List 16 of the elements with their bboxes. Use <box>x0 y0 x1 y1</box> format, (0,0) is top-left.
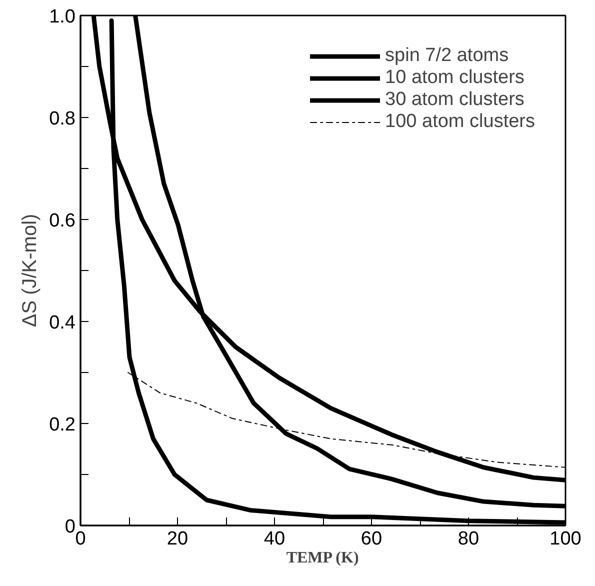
y-axis-title: ΔS (J/K-mol) <box>19 214 42 328</box>
legend-label: spin 7/2 atoms <box>385 45 509 67</box>
y-tick-label: 0.4 <box>49 312 76 334</box>
legend-label: 100 atom clusters <box>385 111 535 133</box>
x-tick-label: 80 <box>458 528 480 550</box>
y-tick-label: 1.0 <box>49 6 76 28</box>
x-axis-title: TEMP (K) <box>286 550 359 566</box>
legend-label: 10 atom clusters <box>385 67 524 89</box>
y-tick-label: 0.6 <box>49 210 76 232</box>
x-tick-label: 40 <box>264 528 286 550</box>
y-tick-label: 0.8 <box>49 108 76 130</box>
y-tick-label: 0.2 <box>49 414 76 436</box>
x-tick-label: 20 <box>166 528 188 550</box>
legend-label: 30 atom clusters <box>385 89 524 111</box>
x-tick-label: 100 <box>550 528 582 550</box>
x-tick-label: 60 <box>360 528 382 550</box>
